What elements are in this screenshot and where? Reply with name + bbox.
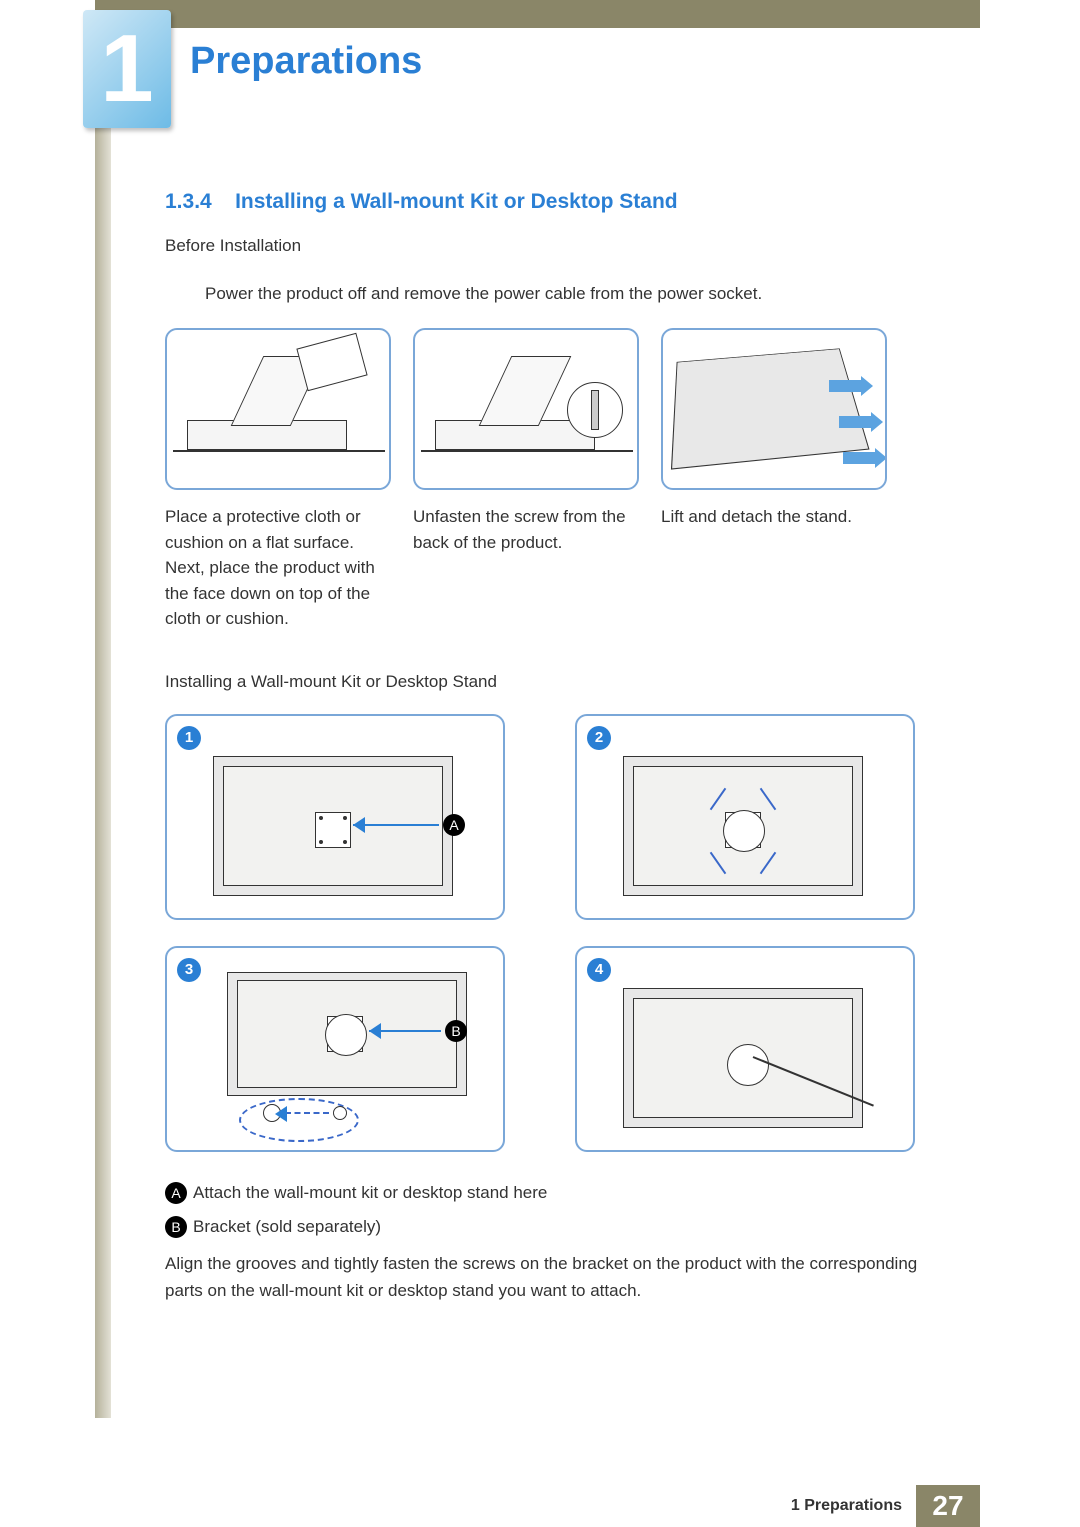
legend-text-b: Bracket (sold separately) bbox=[193, 1217, 381, 1237]
final-paragraph: Align the grooves and tightly fasten the… bbox=[165, 1250, 945, 1304]
panel-2 bbox=[413, 328, 639, 490]
step-panel-1: 1 A bbox=[165, 714, 505, 920]
callout-b: B bbox=[445, 1020, 467, 1042]
captions-row: Place a protective cloth or cushion on a… bbox=[165, 504, 945, 632]
caption-3: Lift and detach the stand. bbox=[661, 504, 887, 632]
step-panel-2: 2 bbox=[575, 714, 915, 920]
footer-label: 1 Preparations bbox=[95, 1485, 916, 1527]
caption-2: Unfasten the screw from the back of the … bbox=[413, 504, 639, 632]
content-area: 1.3.4 Installing a Wall-mount Kit or Des… bbox=[165, 190, 945, 1304]
callout-a: A bbox=[443, 814, 465, 836]
legend-text-a: Attach the wall-mount kit or desktop sta… bbox=[193, 1183, 547, 1203]
chapter-number: 1 bbox=[100, 21, 153, 117]
section-number: 1.3.4 bbox=[165, 190, 212, 213]
step-panel-4: 4 bbox=[575, 946, 915, 1152]
section-title: Installing a Wall-mount Kit or Desktop S… bbox=[235, 190, 678, 213]
legend-a: A Attach the wall-mount kit or desktop s… bbox=[165, 1182, 945, 1204]
before-instruction: Power the product off and remove the pow… bbox=[205, 284, 945, 304]
top-bar bbox=[95, 0, 980, 28]
install-subhead: Installing a Wall-mount Kit or Desktop S… bbox=[165, 672, 945, 692]
caption-1: Place a protective cloth or cushion on a… bbox=[165, 504, 391, 632]
step-badge-3: 3 bbox=[177, 958, 201, 982]
legend-badge-b: B bbox=[165, 1216, 187, 1238]
legend-b: B Bracket (sold separately) bbox=[165, 1216, 945, 1238]
step-panel-3: 3 B bbox=[165, 946, 505, 1152]
footer: 1 Preparations 27 bbox=[95, 1485, 980, 1527]
chapter-badge: 1 bbox=[83, 10, 171, 128]
before-heading: Before Installation bbox=[165, 236, 945, 256]
left-stripe bbox=[95, 38, 111, 1418]
section-heading: 1.3.4 Installing a Wall-mount Kit or Des… bbox=[165, 190, 945, 214]
chapter-title: Preparations bbox=[190, 40, 422, 83]
step-badge-1: 1 bbox=[177, 726, 201, 750]
footer-page: 27 bbox=[916, 1485, 980, 1527]
step-badge-2: 2 bbox=[587, 726, 611, 750]
top-panels-row bbox=[165, 328, 945, 490]
step-badge-4: 4 bbox=[587, 958, 611, 982]
legend-badge-a: A bbox=[165, 1182, 187, 1204]
panel-3 bbox=[661, 328, 887, 490]
step-grid: 1 A 2 3 bbox=[165, 714, 945, 1152]
panel-1 bbox=[165, 328, 391, 490]
